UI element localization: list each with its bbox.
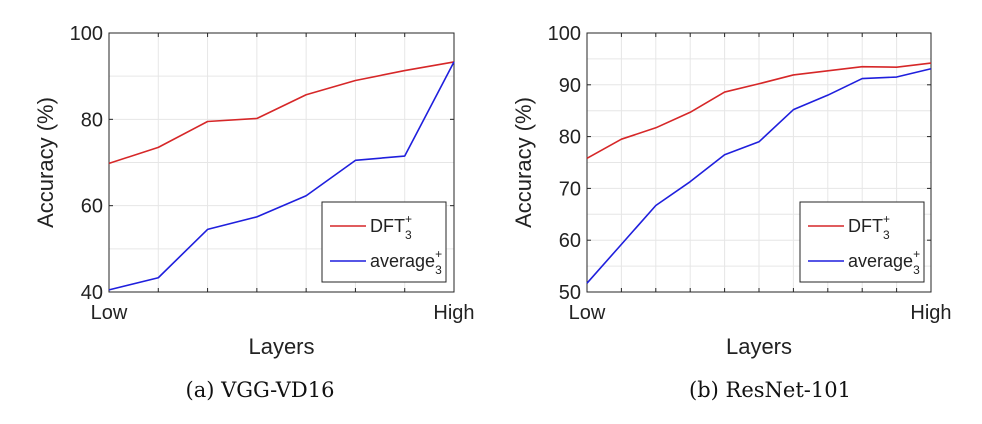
y-tick-label: 60: [81, 196, 103, 218]
series-line-dft: [586, 62, 932, 160]
y-tick-label: 50: [559, 282, 581, 304]
x-tick-label-high: High: [910, 302, 951, 324]
legend-entry-dft: DFT+ 3: [848, 212, 890, 242]
y-axis-label: Accuracy (%): [511, 97, 536, 228]
caption-b: (b) ResNet-101: [689, 378, 851, 402]
y-tick-label: 80: [81, 109, 103, 131]
y-tick-label: 80: [559, 127, 581, 149]
y-axis-label: Accuracy (%): [33, 97, 58, 228]
series-line-average: [108, 61, 455, 291]
y-tick-label: 40: [81, 282, 103, 304]
y-tick-label: 100: [548, 23, 581, 45]
legend-entry-dft: DFT+ 3: [370, 212, 412, 242]
chart-0: 40 60 80 100 Low High Layers Accuracy (%) DFT+ 3 a…: [33, 23, 475, 359]
legend-entry-average: average+ 3: [370, 247, 442, 277]
legend-box: [799, 201, 925, 283]
y-tick-label: 100: [70, 23, 103, 45]
x-tick-label-low: Low: [569, 302, 606, 324]
chart-1: 50 60 70 80 90 100 Low High Layers Accuracy (%) DF…: [511, 23, 952, 359]
x-axis-label: Layers: [726, 334, 792, 359]
x-tick-label-low: Low: [91, 302, 128, 324]
x-axis-label: Layers: [248, 334, 314, 359]
legend-entry-average: average+ 3: [848, 247, 920, 277]
y-tick-label: 70: [559, 178, 581, 200]
x-tick-label-high: High: [433, 302, 474, 324]
y-tick-label: 90: [559, 75, 581, 97]
series-line-average: [586, 67, 932, 284]
caption-a: (a) VGG-VD16: [185, 378, 335, 402]
legend-box: [321, 201, 447, 283]
series-line-dft: [108, 61, 455, 165]
axes-box: [108, 32, 455, 293]
y-tick-label: 60: [559, 230, 581, 252]
